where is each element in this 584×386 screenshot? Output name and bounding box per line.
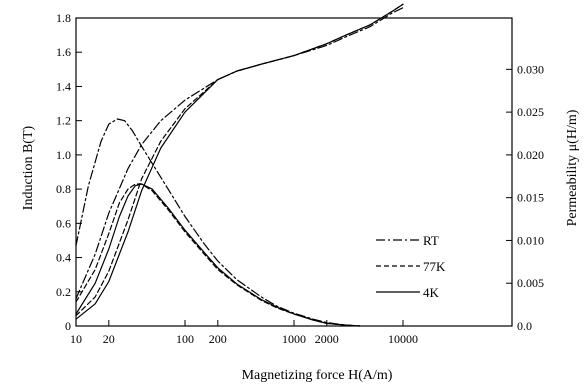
x-tick-label: 20 <box>103 332 115 346</box>
legend-label-rt: RT <box>423 233 439 248</box>
x-tick-label: 2000 <box>315 332 339 346</box>
y-left-tick-label: 1.2 <box>56 114 71 128</box>
x-tick-label: 200 <box>209 332 227 346</box>
legend-label-4k: 4K <box>423 285 440 300</box>
y-axis-left-label: Induction B(T) <box>21 125 36 210</box>
x-axis-label: Magnetizing force H(A/m) <box>242 368 393 383</box>
y-right-tick-label: 0.025 <box>517 105 544 119</box>
y-left-tick-label: 1.0 <box>56 148 71 162</box>
y-right-tick-label: 0.005 <box>517 276 544 290</box>
legend-label-77k: 77K <box>423 259 446 274</box>
series-77k <box>75 3 404 327</box>
x-tick-label: 10000 <box>388 332 418 346</box>
y-left-tick-label: 0.4 <box>56 251 71 265</box>
series-4k <box>75 3 404 327</box>
series-rt <box>75 7 404 327</box>
y-left-tick-label: 0.2 <box>56 285 71 299</box>
y-right-tick-label: 0.0 <box>517 319 532 333</box>
y-right-tick-label: 0.015 <box>517 191 544 205</box>
b-curve-rt <box>75 7 404 300</box>
b-curve-4k <box>75 3 404 320</box>
y-axis-right-label: Permeability μ(H/m) <box>565 109 580 226</box>
plot-frame <box>75 17 513 327</box>
y-left-tick-label: 0.6 <box>56 216 71 230</box>
y-right-tick-label: 0.020 <box>517 148 544 162</box>
mu-curve-rt <box>75 118 361 327</box>
series-layer <box>75 3 404 327</box>
y-left-tick-label: 1.8 <box>56 11 71 25</box>
y-left-tick-label: 1.6 <box>56 45 71 59</box>
axes <box>75 17 513 327</box>
b-curve-77k <box>75 3 404 317</box>
ticks-layer: 10 20 100 200 1000 2000 10000 0 0.2 0.4 0.6 0.8 1.0 1… <box>56 11 544 346</box>
y-right-tick-label: 0.030 <box>517 62 544 76</box>
x-tick-label: 100 <box>176 332 194 346</box>
y-left-tick-label: 0 <box>65 319 71 333</box>
y-left-tick-label: 1.4 <box>56 79 71 93</box>
x-tick-label: 1000 <box>282 332 306 346</box>
x-tick-label: 10 <box>70 332 82 346</box>
y-right-tick-label: 0.010 <box>517 233 544 247</box>
mu-curve-4k <box>75 183 361 327</box>
y-left-tick-label: 0.8 <box>56 182 71 196</box>
legend: RT 77K 4K <box>376 233 446 300</box>
